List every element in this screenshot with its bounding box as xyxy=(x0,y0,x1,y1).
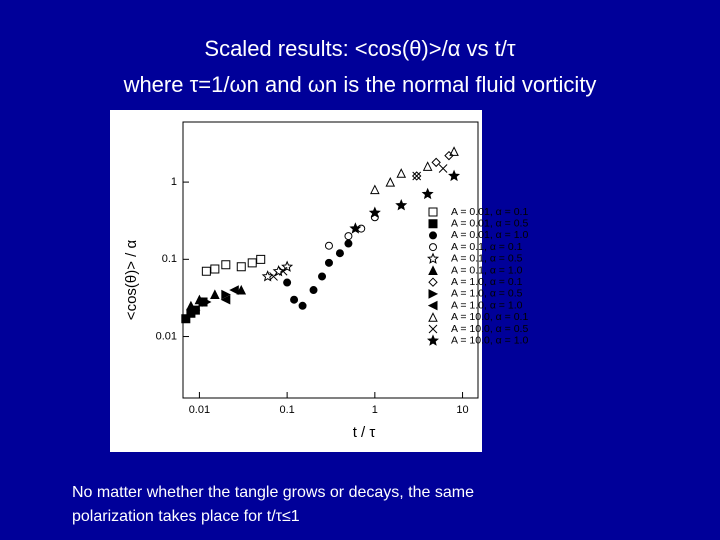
legend-label: A = 10.0, α = 0.1 xyxy=(451,311,528,323)
legend-label: A = 0.01, α = 1.0 xyxy=(451,229,528,241)
legend-label: A = 10.0, α = 1.0 xyxy=(451,334,528,346)
data-point xyxy=(422,161,433,171)
slide-title: where τ=1/ωn and ωn is the normal fluid … xyxy=(123,72,597,97)
data-point xyxy=(412,171,422,181)
data-point xyxy=(396,168,407,178)
legend-marker xyxy=(428,289,439,299)
data-point xyxy=(201,266,211,276)
plot-frame xyxy=(182,121,479,399)
legend-marker xyxy=(428,265,438,275)
legend-marker xyxy=(428,277,438,287)
data-point xyxy=(298,301,307,310)
data-point xyxy=(318,272,327,281)
legend-marker xyxy=(428,312,438,322)
legend-label: A = 0.01, α = 0.1 xyxy=(451,206,528,218)
data-point xyxy=(438,164,448,173)
x-axis-label: t / τ xyxy=(353,424,376,441)
legend-label: A = 0.1, α = 0.5 xyxy=(451,253,523,265)
y-tick-label: 0.1 xyxy=(162,253,177,265)
data-point xyxy=(229,285,239,295)
legend-marker xyxy=(427,300,438,311)
legend-marker xyxy=(428,324,438,334)
data-point xyxy=(349,222,362,234)
legend-label: A = 10.0, α = 0.5 xyxy=(451,323,528,335)
data-point xyxy=(221,289,231,300)
data-point xyxy=(421,187,434,200)
data-point xyxy=(395,199,408,211)
x-tick-label: 0.01 xyxy=(189,404,210,416)
y-tick-label: 0.01 xyxy=(156,330,177,342)
data-point xyxy=(344,239,353,248)
legend-marker xyxy=(427,252,439,264)
data-point xyxy=(272,264,285,277)
x-tick-label: 0.1 xyxy=(279,404,294,416)
data-point xyxy=(444,150,454,161)
legend-label: A = 1.0, α = 0.1 xyxy=(451,276,523,288)
caption: polarization takes place for t/τ≤1 xyxy=(72,508,300,525)
data-point xyxy=(324,258,333,267)
data-point xyxy=(370,184,380,195)
chart-background xyxy=(110,110,482,452)
data-point xyxy=(236,284,247,295)
y-tick-label: 1 xyxy=(171,176,177,188)
legend-marker xyxy=(429,231,437,240)
data-point xyxy=(210,289,220,300)
slide-title: Scaled results: <cos(θ)>/α vs t/τ xyxy=(204,36,516,61)
data-point xyxy=(201,297,212,307)
data-point xyxy=(278,266,288,276)
data-point xyxy=(283,278,292,287)
data-point xyxy=(449,146,459,156)
y-axis-label: <cos(θ)> / α xyxy=(123,239,140,320)
legend-label: A = 1.0, α = 0.5 xyxy=(451,288,523,300)
legend-label: A = 0.1, α = 1.0 xyxy=(451,264,523,276)
x-tick-label: 10 xyxy=(456,404,468,416)
legend-marker xyxy=(429,243,437,252)
data-point xyxy=(411,171,422,181)
legend-label: A = 0.01, α = 0.5 xyxy=(451,217,528,229)
data-point xyxy=(221,260,231,270)
data-point xyxy=(309,286,318,295)
caption: No matter whether the tangle grows or de… xyxy=(72,484,474,501)
data-point xyxy=(190,305,201,315)
data-point xyxy=(385,176,396,187)
data-point xyxy=(281,260,294,272)
x-tick-label: 1 xyxy=(372,404,378,416)
data-point xyxy=(269,272,278,281)
legend-label: A = 1.0, α = 1.0 xyxy=(451,299,523,311)
data-point xyxy=(344,232,353,241)
legend-marker xyxy=(428,207,438,217)
data-point xyxy=(194,294,205,305)
legend-marker xyxy=(428,219,438,229)
data-point xyxy=(256,254,266,264)
data-point xyxy=(247,258,257,268)
data-point xyxy=(368,206,381,218)
data-point xyxy=(220,294,231,305)
data-point xyxy=(236,262,246,272)
data-point xyxy=(335,249,344,258)
data-point xyxy=(290,295,299,304)
legend-marker xyxy=(427,334,439,346)
data-point xyxy=(324,241,333,250)
data-point xyxy=(448,169,461,182)
data-point xyxy=(431,157,441,168)
legend-label: A = 0.1, α = 0.1 xyxy=(451,241,523,253)
data-point xyxy=(210,264,220,274)
